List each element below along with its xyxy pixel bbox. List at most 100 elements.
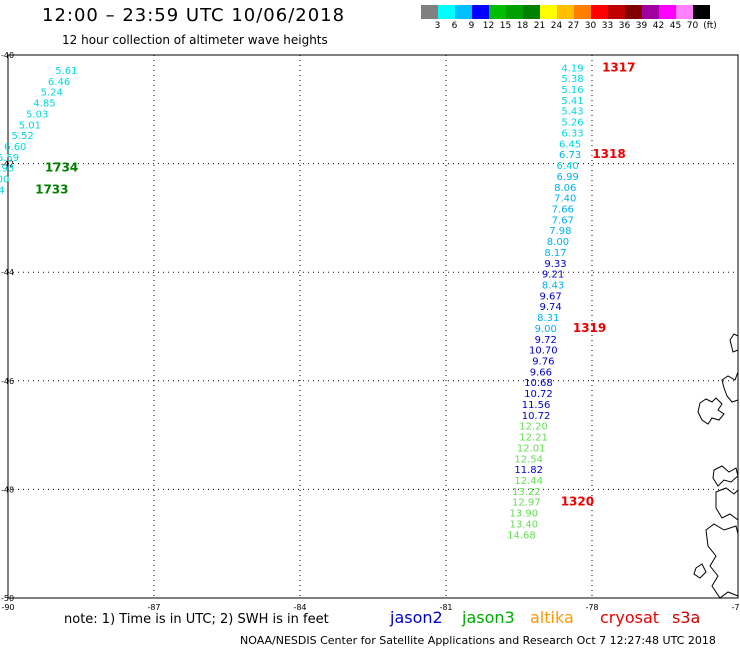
legend-swatches — [421, 5, 719, 19]
legend-tick-label: 42 — [652, 21, 665, 31]
legend-tick-label: 9 — [468, 21, 475, 31]
y-axis-tick-label: -42 — [1, 160, 14, 169]
wave-height-value: 7.98 — [549, 226, 571, 237]
legend-swatch — [591, 5, 608, 19]
wave-height-value: 9.72 — [535, 335, 557, 346]
wave-height-value: 6.33 — [561, 128, 583, 139]
y-axis-tick-label: -48 — [1, 485, 14, 494]
credit-line: NOAA/NESDIS Center for Satellite Applica… — [240, 634, 716, 647]
legend-swatch — [676, 5, 693, 19]
wave-height-value: 6.99 — [557, 172, 579, 183]
pass-time-label: 1318 — [592, 147, 625, 161]
wave-height-value: 8.17 — [544, 248, 566, 259]
coastline-outline — [693, 563, 707, 579]
legend-swatch — [421, 5, 438, 19]
legend-swatch — [506, 5, 523, 19]
wave-height-value: 13.40 — [510, 519, 539, 530]
y-axis-tick-label: -40 — [1, 51, 14, 60]
wave-height-value: 6.45 — [559, 139, 581, 150]
wave-height-value: 13.90 — [510, 509, 539, 520]
x-axis-tick-label: -90 — [1, 603, 14, 612]
wave-height-value: 9.21 — [542, 270, 564, 281]
wave-height-value: 6.73 — [559, 150, 581, 161]
satellite-cryosat-label: cryosat — [600, 608, 660, 627]
wave-height-value: 4.85 — [33, 99, 55, 110]
coastline-outline — [712, 465, 739, 487]
coastline-outline — [705, 523, 739, 599]
wave-height-value: 9.00 — [535, 324, 557, 335]
wave-height-value: 14.68 — [507, 530, 536, 541]
legend-tick-label: 39 — [635, 21, 648, 31]
coastline-outline — [721, 371, 739, 403]
legend-swatch — [608, 5, 625, 19]
wave-height-value: 5.24 — [41, 88, 63, 99]
wave-height-value: 5.43 — [561, 107, 583, 118]
wave-height-value: 6.00 — [0, 175, 9, 186]
legend-swatch — [438, 5, 455, 19]
legend-swatch — [693, 5, 710, 19]
wave-height-value: 8.43 — [542, 280, 564, 291]
page-subtitle: 12 hour collection of altimeter wave hei… — [62, 33, 328, 47]
pass-time-label: 1734 — [45, 161, 78, 175]
legend-tick-label: 45 — [669, 21, 682, 31]
legend-tick-label: 6 — [451, 21, 458, 31]
legend-swatch — [659, 5, 676, 19]
wave-height-value: 9.67 — [540, 291, 562, 302]
wave-height-value: 5.94 — [0, 185, 5, 196]
wave-height-value: 12.97 — [512, 498, 541, 509]
wave-height-value: 6.59 — [0, 153, 19, 164]
wave-height-value: 9.76 — [532, 357, 554, 368]
pass-time-label: 1320 — [561, 495, 594, 509]
wave-height-value: 12.44 — [514, 476, 543, 487]
y-axis-tick-label: -44 — [1, 268, 14, 277]
pass-time-label: 1319 — [573, 321, 606, 335]
legend-tick-label: 12 — [482, 21, 495, 31]
satellite-altika-label: altika — [530, 608, 574, 627]
legend-tick-label: 30 — [584, 21, 597, 31]
wave-height-value: 12.20 — [519, 422, 548, 433]
wave-height-value: 11.56 — [522, 400, 551, 411]
wave-height-value: 7.67 — [552, 215, 574, 226]
x-axis-tick-label: -78 — [585, 603, 598, 612]
wave-height-value: 12.01 — [517, 443, 546, 454]
x-axis-tick-label: -84 — [293, 603, 306, 612]
wave-height-value: 8.00 — [547, 237, 569, 248]
wave-height-value: 5.52 — [11, 131, 33, 142]
x-axis-tick-label: -81 — [439, 603, 452, 612]
x-axis-tick-label: -75 — [731, 603, 740, 612]
y-axis-tick-label: -50 — [1, 594, 14, 603]
satellite-s3a-label: s3a — [672, 608, 701, 627]
legend-swatch — [472, 5, 489, 19]
wave-height-value: 5.93 — [0, 164, 14, 175]
legend-tick-label: 15 — [499, 21, 512, 31]
wave-height-value: 10.70 — [529, 346, 558, 357]
coastline-outline — [697, 397, 725, 425]
legend-tick-label: 21 — [533, 21, 546, 31]
wave-height-value: 8.06 — [554, 183, 576, 194]
legend-swatch — [642, 5, 659, 19]
wave-height-value: 9.66 — [530, 367, 552, 378]
page-title: 12:00 – 23:59 UTC 10/06/2018 — [42, 5, 346, 26]
legend-ticks: 3 6 9 12 15 18 21 24 27 30 33 36 39 42 45 70 (ft) — [421, 21, 719, 31]
legend-swatch — [625, 5, 642, 19]
wave-height-value: 6.46 — [48, 77, 70, 88]
wave-height-value: 5.03 — [26, 109, 48, 120]
legend-tick-label: 36 — [618, 21, 631, 31]
satellite-jason3-label: jason3 — [462, 608, 515, 627]
y-axis-tick-label: -46 — [1, 377, 14, 386]
satellite-jason2-label: jason2 — [390, 608, 443, 627]
legend-tick-label: 18 — [516, 21, 529, 31]
wave-height-value: 8.31 — [537, 313, 559, 324]
wave-height-value: 5.26 — [561, 118, 583, 129]
wave-height-value: 13.22 — [512, 487, 541, 498]
map-frame — [7, 54, 739, 599]
legend-unit-label: (ft) — [703, 21, 717, 31]
x-axis-tick-label: -87 — [147, 603, 160, 612]
wave-height-value: 4.19 — [561, 63, 583, 74]
wave-height-value: 7.40 — [554, 194, 576, 205]
wave-height-value: 11.82 — [514, 465, 543, 476]
wave-height-value: 5.38 — [561, 74, 583, 85]
legend-swatch — [455, 5, 472, 19]
